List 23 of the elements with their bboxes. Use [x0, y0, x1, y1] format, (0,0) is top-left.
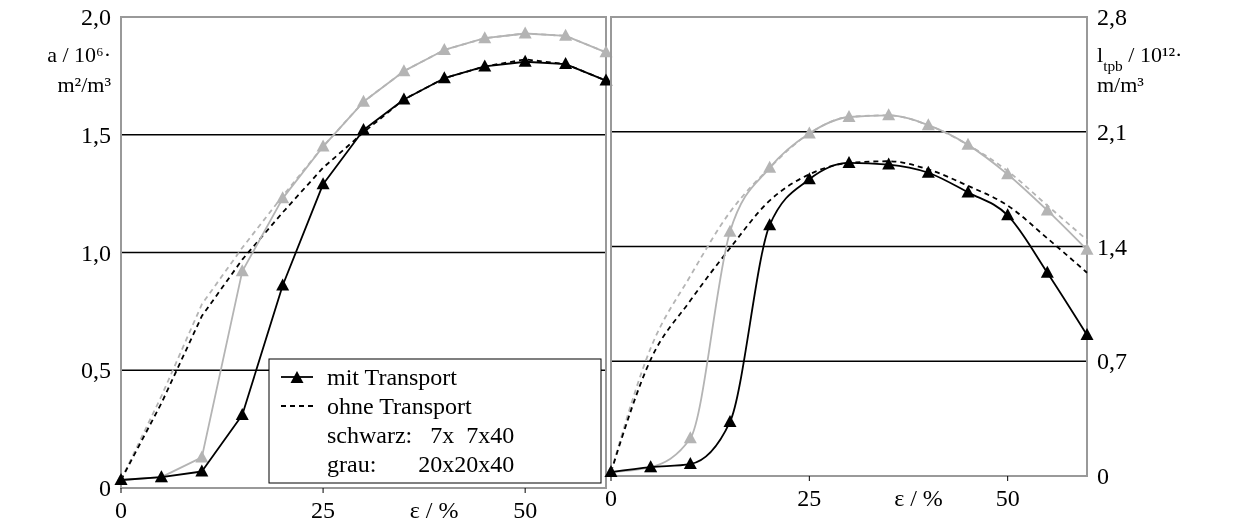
x-tick-label: 50	[995, 485, 1020, 511]
y2-tick-label: 1,4	[1097, 233, 1127, 260]
y2-tick-label: 2,8	[1097, 4, 1127, 30]
x-axis-title: ε / %	[409, 497, 459, 523]
legend-label: ohne Transport	[327, 393, 473, 419]
y-axis-title: a / 10⁶·m²/m³	[47, 42, 112, 97]
x-tick-label: 0	[605, 485, 617, 511]
y-tick-label: 1,5	[81, 121, 111, 148]
y-tick-label: 1,0	[81, 239, 111, 266]
annotation: schwarz: 7x 7x40	[327, 422, 515, 448]
x-tick-label: 25	[311, 497, 336, 523]
annotation: grau: 20x20x40	[327, 451, 515, 477]
y2-tick-label: 0,7	[1097, 348, 1127, 375]
y2-axis-title: l$_{tpb}$ / 10¹²·m/m³	[1097, 42, 1183, 97]
y2-tick-label: 0	[1097, 463, 1109, 489]
y-tick-label: 0,5	[81, 357, 111, 384]
y-tick-label: 2,0	[81, 4, 111, 30]
x-tick-label: 50	[513, 497, 538, 523]
y2-tick-label: 2,1	[1097, 118, 1127, 145]
x-tick-label: 25	[797, 485, 822, 511]
x-axis-title: ε / %	[894, 485, 943, 511]
legend-label: mit Transport	[327, 364, 458, 390]
x-tick-label: 0	[115, 497, 127, 523]
